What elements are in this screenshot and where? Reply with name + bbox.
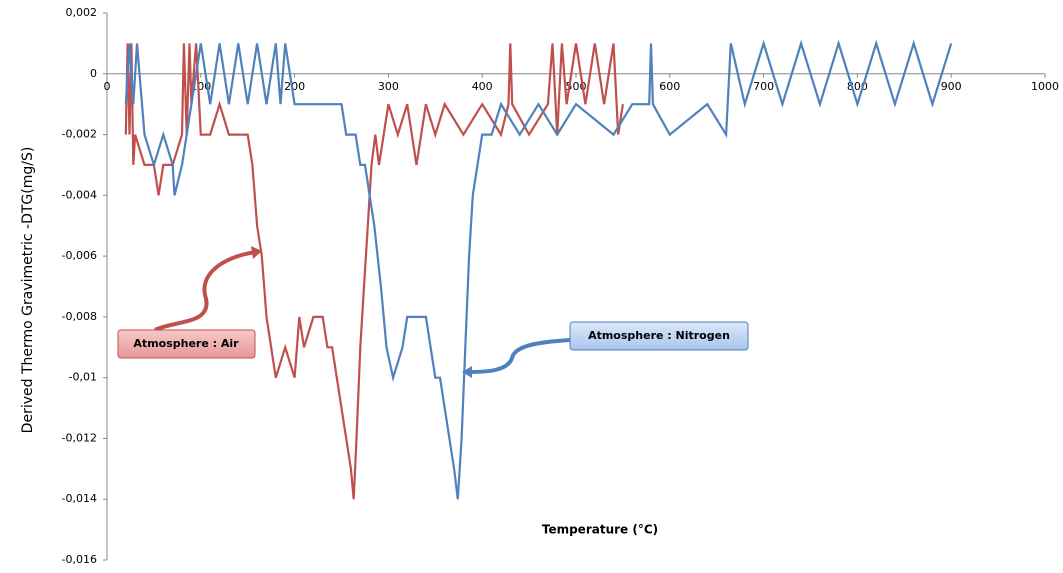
x-tick-label: 1000 xyxy=(1031,80,1059,93)
x-axis-title: Temperature (°C) xyxy=(542,523,658,537)
x-tick-label: 900 xyxy=(941,80,962,93)
annotation: Atmosphere : Air xyxy=(133,337,239,350)
arrowhead xyxy=(462,366,472,378)
y-tick-label: -0,004 xyxy=(62,188,97,201)
annotation-arrow xyxy=(154,250,258,332)
x-tick-label: 700 xyxy=(753,80,774,93)
y-tick-label: -0,002 xyxy=(62,128,97,141)
series-line xyxy=(124,39,953,500)
y-tick-label: 0 xyxy=(90,67,97,80)
y-tick-label: -0,014 xyxy=(62,492,97,505)
y-tick-label: -0,01 xyxy=(69,371,97,384)
y-tick-label: -0,008 xyxy=(62,310,97,323)
annotation-box xyxy=(117,329,256,359)
x-tick-label: 0 xyxy=(104,80,111,93)
y-tick-label: -0,006 xyxy=(62,249,97,262)
annotation: Atmosphere : Nitrogen xyxy=(588,329,730,342)
x-tick-label: 600 xyxy=(659,80,680,93)
y-tick-label: -0,016 xyxy=(62,553,97,566)
x-tick-label: 300 xyxy=(378,80,399,93)
x-tick-label: 400 xyxy=(472,80,493,93)
arrowhead xyxy=(251,246,262,259)
annotation-arrow xyxy=(469,338,571,374)
y-tick-label: 0,002 xyxy=(66,6,98,19)
x-tick-label: 200 xyxy=(284,80,305,93)
y-tick-label: -0,012 xyxy=(62,431,97,444)
series-line xyxy=(124,43,624,500)
annotation-box xyxy=(569,321,749,351)
y-axis-title: Derived Thermo Gravimetric -DTG(mg/S) xyxy=(20,147,36,434)
